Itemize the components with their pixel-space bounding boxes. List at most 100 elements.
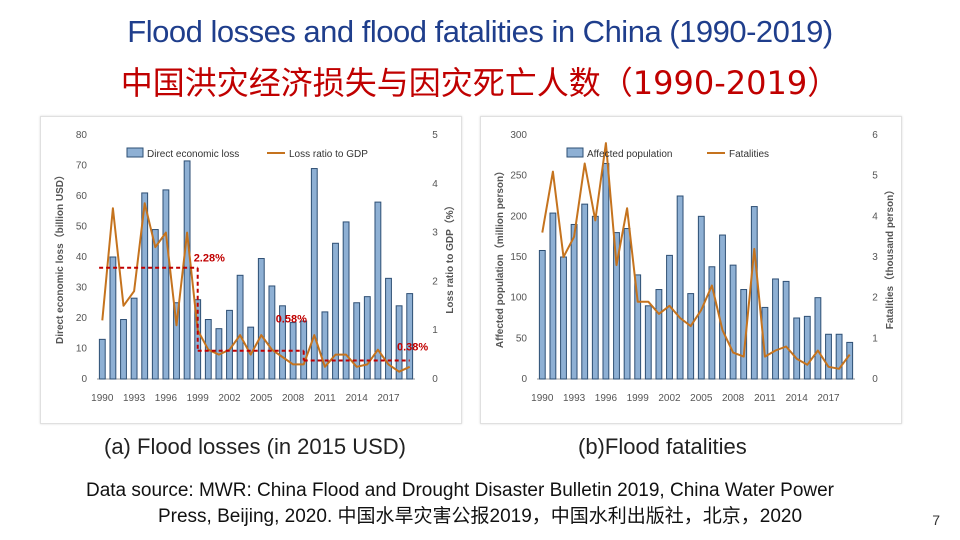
left-y-tick-label: 50 xyxy=(76,222,88,233)
bar xyxy=(782,280,790,380)
left-y-tick-label: 10 xyxy=(76,344,88,355)
bar xyxy=(236,274,244,380)
caption-flood-losses: (a) Flood losses (in 2015 USD) xyxy=(104,434,407,459)
x-tick-label: 2002 xyxy=(218,393,241,404)
left-y-tick-label: 0 xyxy=(81,374,87,385)
bar xyxy=(687,293,695,380)
right-y-tick-label: 1 xyxy=(432,325,438,336)
legend-label-line: Loss ratio to GDP xyxy=(289,149,368,160)
legend-label-bar: Affected population xyxy=(587,149,672,160)
bar xyxy=(538,249,546,380)
left-y-tick-label: 200 xyxy=(510,211,527,222)
bar xyxy=(581,203,589,380)
bar xyxy=(708,266,716,380)
left-y-tick-label: 250 xyxy=(510,171,527,182)
right-y-tick-label: 0 xyxy=(432,374,438,385)
bar xyxy=(697,215,705,380)
bar xyxy=(385,277,392,380)
average-annotation-label: 0.38% xyxy=(397,341,428,353)
right-y-tick-label: 2 xyxy=(432,276,438,287)
bar xyxy=(750,206,758,380)
legend-label-bar: Direct economic loss xyxy=(147,149,239,160)
right-y-tick-label: 0 xyxy=(872,374,878,385)
right-y-tick-label: 4 xyxy=(432,179,438,190)
x-tick-label: 2017 xyxy=(817,393,840,404)
bar xyxy=(173,302,180,380)
x-tick-label: 2008 xyxy=(282,393,305,404)
x-tick-label: 2017 xyxy=(377,393,400,404)
x-tick-label: 2008 xyxy=(722,393,745,404)
average-annotation-label: 2.28% xyxy=(194,253,225,265)
x-tick-label: 1999 xyxy=(627,393,650,404)
bar xyxy=(570,223,578,380)
left-y-tick-label: 300 xyxy=(510,130,527,141)
bar xyxy=(846,341,854,380)
left-y-tick-label: 60 xyxy=(76,191,88,202)
bar xyxy=(363,296,371,380)
left-y-tick-label: 30 xyxy=(76,283,88,294)
bar xyxy=(310,168,318,380)
x-tick-label: 1993 xyxy=(563,393,586,404)
x-tick-label: 2014 xyxy=(786,393,809,404)
bar xyxy=(761,306,769,380)
left-y-tick-label: 70 xyxy=(76,161,88,172)
bar xyxy=(729,264,737,380)
bar xyxy=(719,234,726,380)
page-number: 7 xyxy=(932,512,940,528)
bar xyxy=(549,212,557,380)
left-y-tick-label: 80 xyxy=(76,130,88,141)
bar xyxy=(803,315,811,380)
chart-panel-flood-fatalities: 0 50 100 150 200 250 300 0 1 2 3 4 5 6 1990 1993 1996 199… xyxy=(480,116,902,424)
bar xyxy=(268,285,276,380)
bar xyxy=(623,228,631,380)
bar xyxy=(835,333,843,380)
bar xyxy=(183,160,191,380)
bar xyxy=(141,192,149,380)
bar xyxy=(825,333,832,380)
x-tick-label: 1999 xyxy=(187,393,210,404)
x-tick-label: 2005 xyxy=(250,393,273,404)
bar xyxy=(279,305,286,380)
bar xyxy=(814,297,822,380)
average-annotation-label: 0.58% xyxy=(276,314,307,326)
caption-flood-fatalities: (b)Flood fatalities xyxy=(578,434,747,459)
bar xyxy=(406,293,414,380)
x-tick-label: 1990 xyxy=(91,393,114,404)
bar xyxy=(120,319,127,380)
x-tick-label: 2014 xyxy=(346,393,369,404)
bar xyxy=(130,297,138,380)
bar xyxy=(591,215,599,380)
right-y-tick-label: 6 xyxy=(872,130,878,141)
right-y-tick-label: 3 xyxy=(872,252,878,263)
bar xyxy=(602,162,610,380)
bar xyxy=(655,289,663,380)
bar xyxy=(162,189,170,380)
bar xyxy=(772,278,779,380)
bar xyxy=(226,309,233,380)
bar xyxy=(98,338,106,380)
left-y-tick-label: 50 xyxy=(516,333,528,344)
left-y-tick-label: 150 xyxy=(510,252,527,263)
x-tick-label: 2011 xyxy=(314,393,336,404)
bar xyxy=(613,232,620,380)
series-line xyxy=(101,202,411,373)
left-y-tick-label: 100 xyxy=(510,293,527,304)
bar xyxy=(644,305,652,380)
series-line xyxy=(541,142,851,370)
chart-flood-fatalities: 0 50 100 150 200 250 300 0 1 2 3 4 5 6 1990 1993 1996 199… xyxy=(493,130,896,404)
right-y-tick-label: 3 xyxy=(432,228,438,239)
bar xyxy=(109,256,117,380)
right-y-tick-label: 5 xyxy=(872,171,878,182)
bar xyxy=(353,302,361,380)
right-y-tick-label: 4 xyxy=(872,211,878,222)
bar xyxy=(666,254,673,380)
bar xyxy=(676,195,684,380)
right-y-tick-label: 2 xyxy=(872,293,878,304)
page-title-en: Flood losses and flood fatalities in Chi… xyxy=(127,14,833,49)
right-axis-label: Fatalities（thousand person） xyxy=(883,185,896,329)
x-tick-label: 2011 xyxy=(754,393,776,404)
bar xyxy=(257,258,265,380)
left-y-tick-label: 20 xyxy=(76,313,88,324)
bar xyxy=(395,305,403,380)
legend-swatch-bar xyxy=(126,147,144,158)
